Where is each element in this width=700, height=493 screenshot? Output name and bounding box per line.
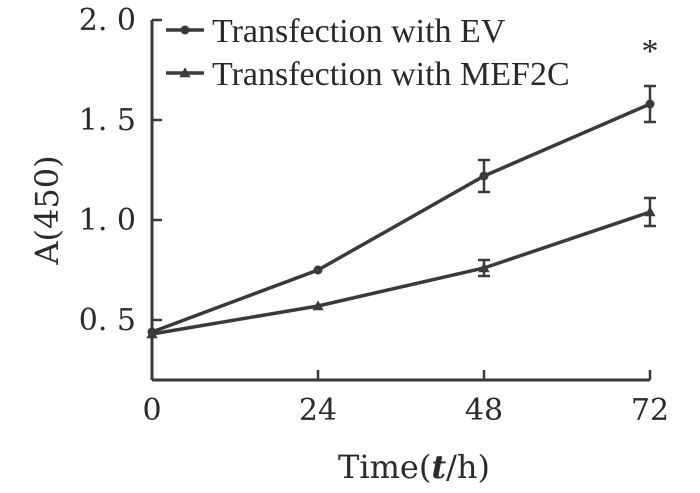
legend-marker [180, 25, 190, 35]
annotations: * [642, 33, 659, 70]
x-axis-ticks: 0 24 48 72 [142, 370, 669, 428]
y-tick-label: 1. 5 [79, 103, 136, 138]
series-1 [147, 84, 656, 337]
y-tick-label: 0. 5 [79, 303, 136, 338]
y-tick-label: 2. 0 [79, 3, 136, 38]
x-axis-label-prefix: Time( [338, 448, 431, 486]
legend-marker [179, 67, 191, 78]
y-axis-ticks: 0. 5 1. 0 1. 5 2. 0 [79, 3, 162, 338]
data-point [478, 262, 490, 273]
legend-label: Transfection with MEF2C [212, 56, 570, 93]
data-point [146, 328, 158, 339]
legend: Transfection with EV Transfection with ME… [166, 13, 570, 93]
legend-label: Transfection with EV [212, 13, 506, 50]
x-tick-label: 0 [142, 393, 161, 428]
series-2 [146, 196, 656, 339]
y-tick-label: 1. 0 [79, 203, 136, 238]
significance-marker: * [642, 33, 659, 70]
x-tick-label: 48 [465, 393, 503, 428]
x-axis-label: Time(t/h) [338, 448, 490, 486]
data-point [644, 206, 656, 217]
series-line [151, 210, 651, 336]
data-point [645, 99, 655, 109]
data-point [479, 171, 489, 181]
legend-item-1: Transfection with EV [166, 13, 506, 50]
x-axis-label-suffix: /h) [446, 448, 490, 486]
data-point [313, 265, 323, 275]
x-axis-label-variable: t [431, 448, 446, 486]
x-tick-label: 24 [299, 393, 337, 428]
series-line [151, 102, 651, 334]
data-point [312, 300, 324, 311]
x-tick-label: 72 [631, 393, 669, 428]
y-axis-label: A(450) [28, 155, 66, 265]
series-group [146, 84, 656, 339]
legend-item-2: Transfection with MEF2C [166, 56, 570, 93]
